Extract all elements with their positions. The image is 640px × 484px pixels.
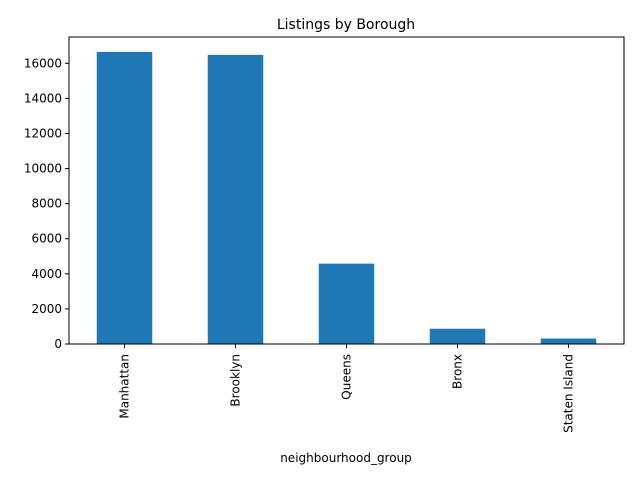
bar-staten-island: [540, 338, 597, 344]
x-tick-label: Queens: [340, 354, 354, 400]
bars-group: [96, 51, 597, 345]
y-tick-label: 12000: [24, 126, 62, 140]
y-tick-label: 8000: [31, 197, 62, 211]
y-tick-label: 10000: [24, 162, 62, 176]
x-axis-ticks: Manhattan Brooklyn Queens Bronx Staten Islan…: [118, 344, 576, 433]
x-axis-label: neighbourhood_group: [280, 451, 412, 465]
y-tick-label: 16000: [24, 56, 62, 70]
plot-frame: [68, 36, 625, 345]
y-tick-label: 6000: [31, 232, 62, 246]
bar-manhattan: [96, 51, 153, 344]
y-tick-label: 0: [54, 337, 62, 351]
y-tick-label: 2000: [31, 302, 62, 316]
chart-title: Listings by Borough: [277, 17, 415, 33]
bar-bronx: [429, 328, 486, 344]
y-axis-ticks: 0 2000 4000 6000 8000 10000 12000 14000 16000: [24, 56, 69, 351]
y-tick-label: 14000: [24, 91, 62, 105]
x-tick-label: Brooklyn: [229, 354, 243, 407]
y-tick-label: 4000: [31, 267, 62, 281]
x-tick-label: Staten Island: [562, 354, 576, 433]
bar-queens: [318, 263, 375, 344]
bar-brooklyn: [207, 54, 264, 345]
x-tick-label: Manhattan: [118, 354, 132, 419]
x-tick-label: Bronx: [451, 354, 465, 389]
